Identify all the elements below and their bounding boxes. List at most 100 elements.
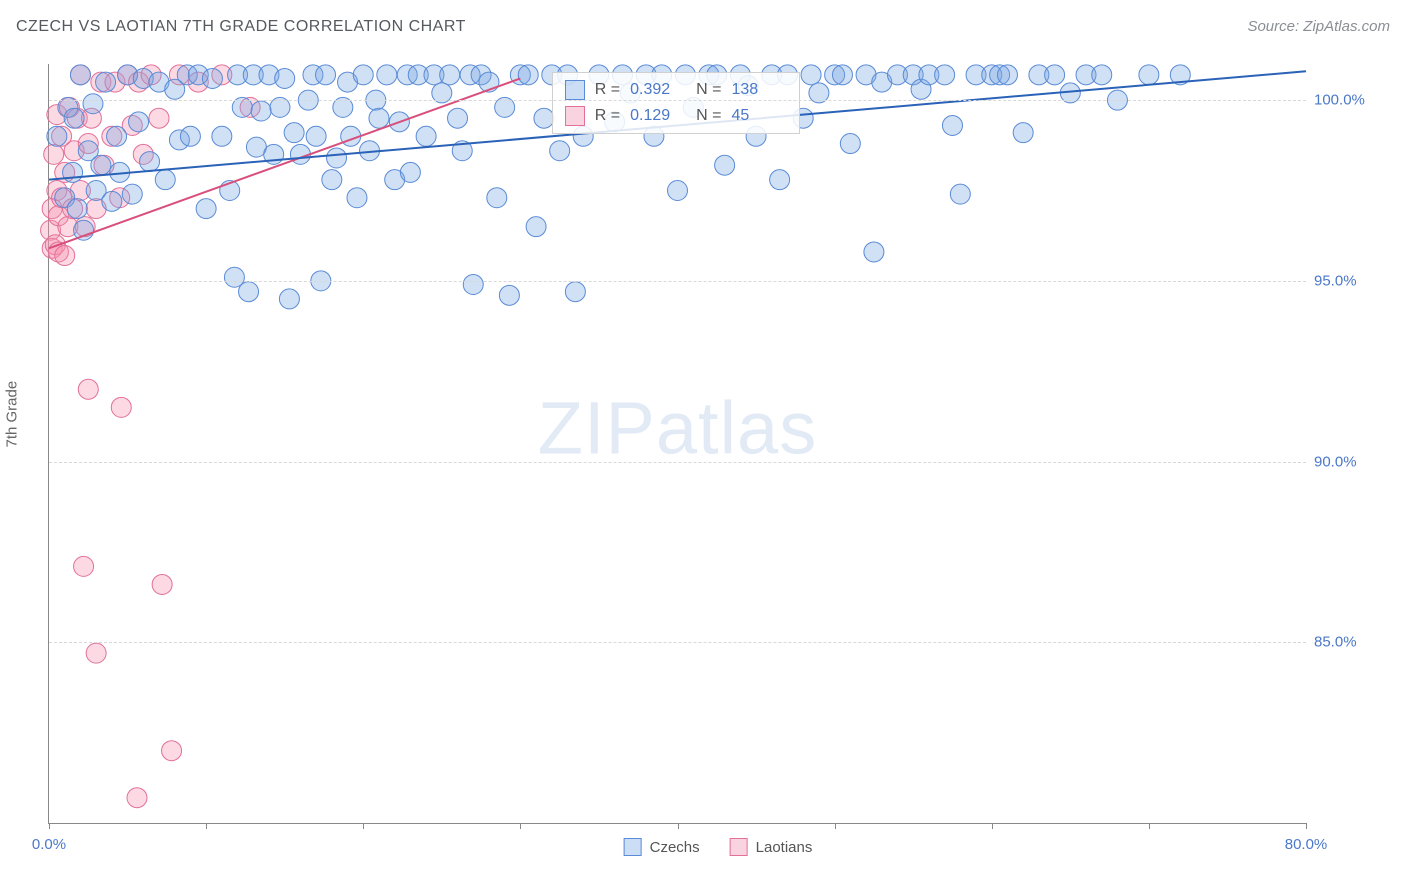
- stats-swatch: [565, 80, 585, 100]
- data-point: [162, 741, 182, 761]
- data-point: [251, 101, 271, 121]
- stats-r-label: R =: [595, 81, 620, 99]
- data-point: [102, 191, 122, 211]
- data-point: [801, 65, 821, 85]
- scatter-svg: [49, 64, 1306, 823]
- legend-item-czechs: Czechs: [624, 838, 700, 856]
- data-point: [78, 379, 98, 399]
- stats-row: R =0.129N =45: [553, 103, 800, 129]
- data-point: [64, 108, 84, 128]
- x-tick: [835, 823, 836, 829]
- data-point: [997, 65, 1017, 85]
- data-point: [180, 126, 200, 146]
- data-point: [935, 65, 955, 85]
- data-point: [306, 126, 326, 146]
- chart-container: 7th Grade ZIPatlas R =0.392N =138R =0.12…: [48, 54, 1388, 824]
- x-tick: [363, 823, 364, 829]
- legend: Czechs Laotians: [624, 838, 813, 856]
- data-point: [275, 68, 295, 88]
- data-point: [1092, 65, 1112, 85]
- data-point: [127, 788, 147, 808]
- data-point: [1013, 123, 1033, 143]
- chart-source: Source: ZipAtlas.com: [1247, 18, 1390, 35]
- data-point: [55, 246, 75, 266]
- data-point: [518, 65, 538, 85]
- data-point: [83, 94, 103, 114]
- data-point: [448, 108, 468, 128]
- data-point: [202, 68, 222, 88]
- stats-n-value: 45: [731, 107, 787, 125]
- swatch-pink: [730, 838, 748, 856]
- legend-label-laotians: Laotians: [756, 839, 813, 856]
- data-point: [152, 574, 172, 594]
- stats-n-label: N =: [696, 107, 721, 125]
- y-tick-label: 100.0%: [1314, 92, 1384, 109]
- data-point: [550, 141, 570, 161]
- swatch-blue: [624, 838, 642, 856]
- data-point: [279, 289, 299, 309]
- data-point: [129, 112, 149, 132]
- data-point: [770, 170, 790, 190]
- legend-item-laotians: Laotians: [730, 838, 813, 856]
- y-tick-label: 95.0%: [1314, 272, 1384, 289]
- data-point: [440, 65, 460, 85]
- data-point: [196, 199, 216, 219]
- data-point: [864, 242, 884, 262]
- data-point: [668, 181, 688, 201]
- data-point: [284, 123, 304, 143]
- data-point: [63, 162, 83, 182]
- data-point: [715, 155, 735, 175]
- x-tick: [520, 823, 521, 829]
- stats-n-label: N =: [696, 81, 721, 99]
- data-point: [1139, 65, 1159, 85]
- stats-box: R =0.392N =138R =0.129N =45: [552, 72, 801, 134]
- chart-title: CZECH VS LAOTIAN 7TH GRADE CORRELATION C…: [16, 18, 466, 36]
- x-tick: [206, 823, 207, 829]
- data-point: [149, 108, 169, 128]
- data-point: [96, 72, 116, 92]
- stats-r-value: 0.129: [630, 107, 686, 125]
- data-point: [942, 115, 962, 135]
- data-point: [463, 274, 483, 294]
- x-tick-label: 80.0%: [1285, 836, 1328, 853]
- x-tick: [1306, 823, 1307, 829]
- data-point: [86, 643, 106, 663]
- data-point: [353, 65, 373, 85]
- data-point: [67, 199, 87, 219]
- data-point: [499, 285, 519, 305]
- data-point: [239, 282, 259, 302]
- data-point: [74, 556, 94, 576]
- data-point: [347, 188, 367, 208]
- legend-label-czechs: Czechs: [650, 839, 700, 856]
- data-point: [369, 108, 389, 128]
- data-point: [122, 184, 142, 204]
- x-tick-label: 0.0%: [32, 836, 66, 853]
- plot-area: ZIPatlas R =0.392N =138R =0.129N =45 85.…: [48, 64, 1306, 824]
- gridline: [49, 462, 1306, 463]
- data-point: [565, 282, 585, 302]
- y-tick-label: 85.0%: [1314, 634, 1384, 651]
- x-tick: [49, 823, 50, 829]
- data-point: [107, 126, 127, 146]
- data-point: [840, 134, 860, 154]
- data-point: [400, 162, 420, 182]
- chart-header: CZECH VS LAOTIAN 7TH GRADE CORRELATION C…: [16, 18, 1390, 36]
- gridline: [49, 281, 1306, 282]
- stats-swatch: [565, 106, 585, 126]
- stats-r-value: 0.392: [630, 81, 686, 99]
- data-point: [377, 65, 397, 85]
- data-point: [44, 144, 64, 164]
- data-point: [91, 155, 111, 175]
- stats-n-value: 138: [731, 81, 787, 99]
- data-point: [47, 126, 67, 146]
- data-point: [1045, 65, 1065, 85]
- data-point: [111, 397, 131, 417]
- data-point: [832, 65, 852, 85]
- x-tick: [1149, 823, 1150, 829]
- data-point: [140, 152, 160, 172]
- data-point: [487, 188, 507, 208]
- data-point: [74, 220, 94, 240]
- data-point: [70, 65, 90, 85]
- data-point: [950, 184, 970, 204]
- data-point: [416, 126, 436, 146]
